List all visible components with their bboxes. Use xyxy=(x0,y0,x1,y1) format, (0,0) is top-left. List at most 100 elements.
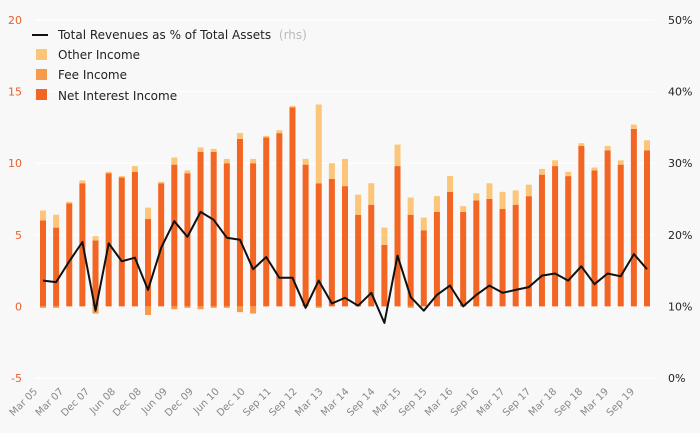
other-income-bar xyxy=(420,217,427,231)
net-interest-bar xyxy=(617,164,624,307)
fee-income-bar xyxy=(407,306,414,308)
other-income-bar xyxy=(184,170,191,174)
other-income-bar xyxy=(342,158,348,187)
net-interest-bar xyxy=(210,151,217,307)
legend-fee-swatch xyxy=(36,69,47,80)
net-interest-bar xyxy=(394,166,401,307)
net-interest-bar xyxy=(145,219,152,307)
legend-line-label-suffix: (rhs) xyxy=(279,28,307,42)
net-interest-bar xyxy=(184,173,191,307)
right-tick-label: 30% xyxy=(668,157,692,170)
net-interest-bar xyxy=(158,183,165,307)
net-interest-bar xyxy=(118,177,125,307)
net-interest-bar xyxy=(223,163,230,307)
other-income-bar xyxy=(131,166,138,172)
other-income-bar xyxy=(604,146,611,151)
other-income-bar xyxy=(591,167,598,171)
left-tick-label: 15 xyxy=(8,86,22,99)
other-income-bar xyxy=(197,147,204,152)
net-interest-bar xyxy=(197,151,204,307)
net-interest-bar xyxy=(342,186,348,307)
net-interest-bar xyxy=(644,150,650,307)
legend-net-interest-label: Net Interest Income xyxy=(58,89,177,103)
other-income-bar xyxy=(289,105,296,108)
x-tick-label: Dec 08 xyxy=(111,386,144,419)
other-income-bar xyxy=(552,160,559,167)
x-tick-label: Dec 07 xyxy=(59,386,92,419)
net-interest-bar xyxy=(131,171,138,307)
net-interest-bar xyxy=(433,211,440,307)
other-income-bar xyxy=(53,214,60,228)
net-interest-bar xyxy=(552,166,559,307)
other-income-bar xyxy=(512,190,519,205)
right-tick-label: 20% xyxy=(668,229,692,242)
net-interest-bar xyxy=(92,240,99,307)
right-tick-label: 0% xyxy=(668,372,685,385)
left-tick-label: 0 xyxy=(15,300,22,313)
other-income-bar xyxy=(171,157,178,165)
other-income-bar xyxy=(315,104,322,184)
net-interest-bar xyxy=(315,183,322,307)
net-interest-bar xyxy=(578,146,585,307)
net-interest-bar xyxy=(630,128,637,307)
other-income-bar xyxy=(630,124,637,129)
other-income-bar xyxy=(538,168,545,175)
bar-series xyxy=(40,104,650,315)
net-interest-bar xyxy=(302,164,309,307)
net-interest-bar xyxy=(289,107,296,307)
left-axis: 20 15 10 5 0 -5 xyxy=(8,14,22,385)
legend-other-label: Other Income xyxy=(58,48,140,62)
net-interest-bar xyxy=(355,214,362,307)
fee-income-bar xyxy=(315,306,322,308)
other-income-bar xyxy=(79,180,86,184)
other-income-bar xyxy=(92,236,99,241)
other-income-bar xyxy=(105,171,112,174)
fee-income-bar xyxy=(223,306,230,308)
net-interest-bar xyxy=(328,178,335,307)
net-interest-bar xyxy=(420,230,427,307)
total-revenue-line xyxy=(42,210,648,324)
other-income-bar xyxy=(394,144,401,167)
net-interest-bar xyxy=(236,138,243,307)
other-income-bar xyxy=(381,227,388,245)
legend-other-swatch xyxy=(36,49,47,60)
other-income-bar xyxy=(407,197,414,215)
fee-income-bar xyxy=(236,306,243,313)
other-income-bar xyxy=(486,183,493,199)
legend-line-label-main: Total Revenues as % of Total Assets xyxy=(57,28,271,42)
net-interest-bar xyxy=(499,209,506,307)
other-income-bar xyxy=(250,158,257,164)
net-interest-bar xyxy=(591,170,598,307)
fee-income-bar xyxy=(145,306,152,315)
other-income-bar xyxy=(263,135,270,138)
other-income-bar xyxy=(40,210,46,221)
legend-net-interest-swatch xyxy=(36,89,47,100)
net-interest-bar xyxy=(604,150,611,307)
other-income-bar xyxy=(302,158,309,165)
net-interest-bar xyxy=(171,164,178,307)
right-axis: 50% 40% 30% 20% 10% 0% xyxy=(668,14,692,385)
other-income-bar xyxy=(145,207,152,220)
net-interest-bar xyxy=(66,203,73,307)
net-interest-bar xyxy=(105,173,112,307)
other-income-bar xyxy=(158,181,165,184)
other-income-bar xyxy=(368,183,375,205)
net-interest-bar xyxy=(368,204,375,307)
net-interest-bar xyxy=(407,214,414,307)
net-interest-bar xyxy=(525,196,532,307)
other-income-bar xyxy=(578,143,585,147)
net-interest-bar xyxy=(473,200,480,307)
legend-fee-label: Fee Income xyxy=(58,68,127,82)
other-income-bar xyxy=(565,171,572,177)
net-interest-bar xyxy=(53,227,60,307)
other-income-bar xyxy=(525,184,532,197)
line-series xyxy=(42,210,648,324)
legend: Total Revenues as % of Total Assets (rhs… xyxy=(32,28,307,103)
net-interest-bar xyxy=(250,163,257,307)
net-interest-bar xyxy=(381,244,388,307)
fee-income-bar xyxy=(171,306,178,310)
left-tick-label: 10 xyxy=(8,157,22,170)
other-income-bar xyxy=(473,193,480,201)
